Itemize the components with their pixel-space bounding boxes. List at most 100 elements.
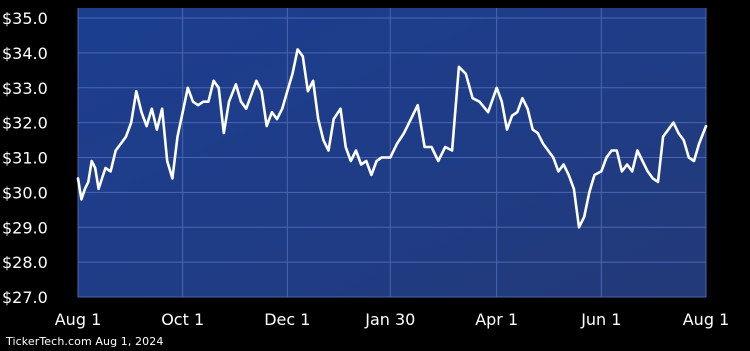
price-data-point xyxy=(562,163,565,166)
price-data-point xyxy=(87,181,90,183)
price-data-point xyxy=(464,72,467,75)
price-data-point xyxy=(109,170,112,173)
price-data-point xyxy=(593,174,596,176)
price-data-point xyxy=(687,156,690,159)
price-data-point xyxy=(90,160,93,162)
price-data-point xyxy=(370,174,373,176)
price-data-point xyxy=(600,170,603,173)
price-data-point xyxy=(94,167,97,169)
price-data-point xyxy=(235,83,237,86)
price-data-point xyxy=(526,107,529,110)
price-data-point xyxy=(197,104,200,107)
price-data-point xyxy=(327,149,330,152)
price-data-point xyxy=(192,100,194,103)
price-data-point xyxy=(536,132,539,135)
x-tick-label: Jun 1 xyxy=(580,310,621,329)
price-data-point xyxy=(217,86,220,89)
price-data-point xyxy=(677,132,680,135)
price-data-point xyxy=(521,97,524,100)
price-data-point xyxy=(444,146,447,148)
price-data-point xyxy=(478,100,481,103)
price-data-point xyxy=(605,156,608,159)
price-data-point xyxy=(516,111,519,114)
price-data-point xyxy=(271,111,273,114)
price-data-point xyxy=(705,125,707,127)
price-data-point xyxy=(301,55,304,58)
price-data-point xyxy=(430,146,433,148)
price-data-point xyxy=(672,121,675,124)
price-data-point xyxy=(265,125,268,127)
price-data-point xyxy=(212,79,215,82)
price-data-point xyxy=(317,118,320,120)
price-data-point xyxy=(531,128,534,131)
y-tick-label: $30.0 xyxy=(2,183,48,202)
price-data-point xyxy=(281,107,284,110)
y-tick-label: $33.0 xyxy=(2,79,48,98)
price-data-point xyxy=(651,177,654,180)
price-data-point xyxy=(104,167,107,169)
price-data-point xyxy=(171,177,174,180)
price-data-point xyxy=(588,191,591,194)
price-data-point xyxy=(291,72,294,75)
price-data-point xyxy=(77,177,79,180)
price-data-point xyxy=(511,114,513,117)
x-tick-label: Dec 1 xyxy=(264,310,310,329)
price-data-point xyxy=(437,160,440,162)
price-data-point xyxy=(636,149,639,152)
price-data-point xyxy=(458,65,460,68)
price-data-point xyxy=(156,128,158,131)
price-series-line xyxy=(76,48,708,229)
price-data-point xyxy=(416,104,419,107)
price-data-point xyxy=(349,160,352,162)
price-data-point xyxy=(286,90,289,93)
price-data-point xyxy=(567,174,570,176)
price-data-point xyxy=(255,79,258,82)
price-data-point xyxy=(332,118,335,120)
price-data-point xyxy=(552,156,555,159)
price-data-point xyxy=(181,111,184,114)
price-data-point xyxy=(276,118,278,120)
price-data-point xyxy=(646,170,649,173)
price-data-point xyxy=(355,149,357,152)
price-data-point xyxy=(547,149,549,152)
y-tick-label: $29.0 xyxy=(2,218,48,237)
axis-layer: $27.0 $28.0 $29.0 $30.0 $31.0 $32.0 $33.0 $34.0… xyxy=(2,9,729,329)
x-tick-label: Apr 1 xyxy=(475,310,518,329)
price-data-point xyxy=(207,100,210,103)
price-data-point xyxy=(621,170,623,173)
line-layer xyxy=(76,48,708,229)
price-data-point xyxy=(641,160,644,162)
price-data-point xyxy=(228,100,230,103)
price-data-point xyxy=(693,160,695,162)
price-data-point xyxy=(344,146,347,148)
grid-layer xyxy=(77,8,707,298)
price-data-point xyxy=(667,128,670,131)
price-data-point xyxy=(403,132,405,135)
price-data-point xyxy=(202,100,205,103)
y-tick-label: $34.0 xyxy=(2,44,48,63)
x-tick-label: Aug 1 xyxy=(55,310,102,329)
price-data-point xyxy=(245,107,248,110)
price-data-point xyxy=(97,188,100,190)
price-data-point xyxy=(166,160,169,162)
price-data-point xyxy=(322,139,325,142)
price-data-point xyxy=(557,170,560,173)
y-tick-label: $32.0 xyxy=(2,114,48,133)
price-data-point xyxy=(130,121,133,124)
price-data-point xyxy=(240,100,242,103)
price-data-point xyxy=(410,118,412,120)
price-data-point xyxy=(542,142,544,145)
price-data-point xyxy=(125,135,127,138)
price-data-point xyxy=(135,90,138,93)
price-data-point xyxy=(260,90,263,93)
price-data-point xyxy=(657,181,659,183)
price-data-point xyxy=(495,86,498,89)
price-data-point xyxy=(140,111,143,114)
price-data-point xyxy=(389,156,392,159)
price-data-point xyxy=(396,142,398,145)
price-data-point xyxy=(312,79,314,82)
price-data-point xyxy=(365,160,368,162)
price-data-point xyxy=(375,160,378,162)
price-data-point xyxy=(610,149,613,152)
